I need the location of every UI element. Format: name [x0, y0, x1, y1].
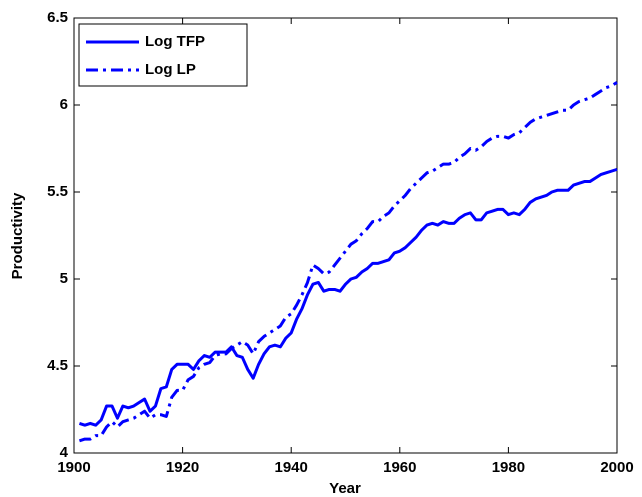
y-tick-label: 6: [60, 96, 68, 113]
data-line: [78, 81, 618, 443]
x-tick-label: 1980: [492, 459, 525, 476]
y-tick-label: 4.5: [47, 357, 68, 374]
legend-label: Log LP: [145, 61, 196, 78]
x-tick-label: 1940: [275, 459, 308, 476]
y-tick-label: 5: [60, 270, 68, 287]
legend-label: Log TFP: [145, 33, 205, 50]
x-axis-label: Year: [329, 480, 361, 497]
x-tick-label: 1920: [166, 459, 199, 476]
y-tick-label: 4: [60, 444, 69, 461]
y-tick-label: 5.5: [47, 183, 68, 200]
x-tick-label: 2000: [600, 459, 633, 476]
legend-box: [78, 23, 248, 87]
plot-area: [73, 17, 618, 454]
x-tick-label: 1960: [383, 459, 416, 476]
data-line: [78, 167, 618, 427]
x-tick-label: 1900: [57, 459, 90, 476]
y-tick-label: 6.5: [47, 9, 68, 26]
y-axis-label: Productivity: [9, 192, 26, 279]
